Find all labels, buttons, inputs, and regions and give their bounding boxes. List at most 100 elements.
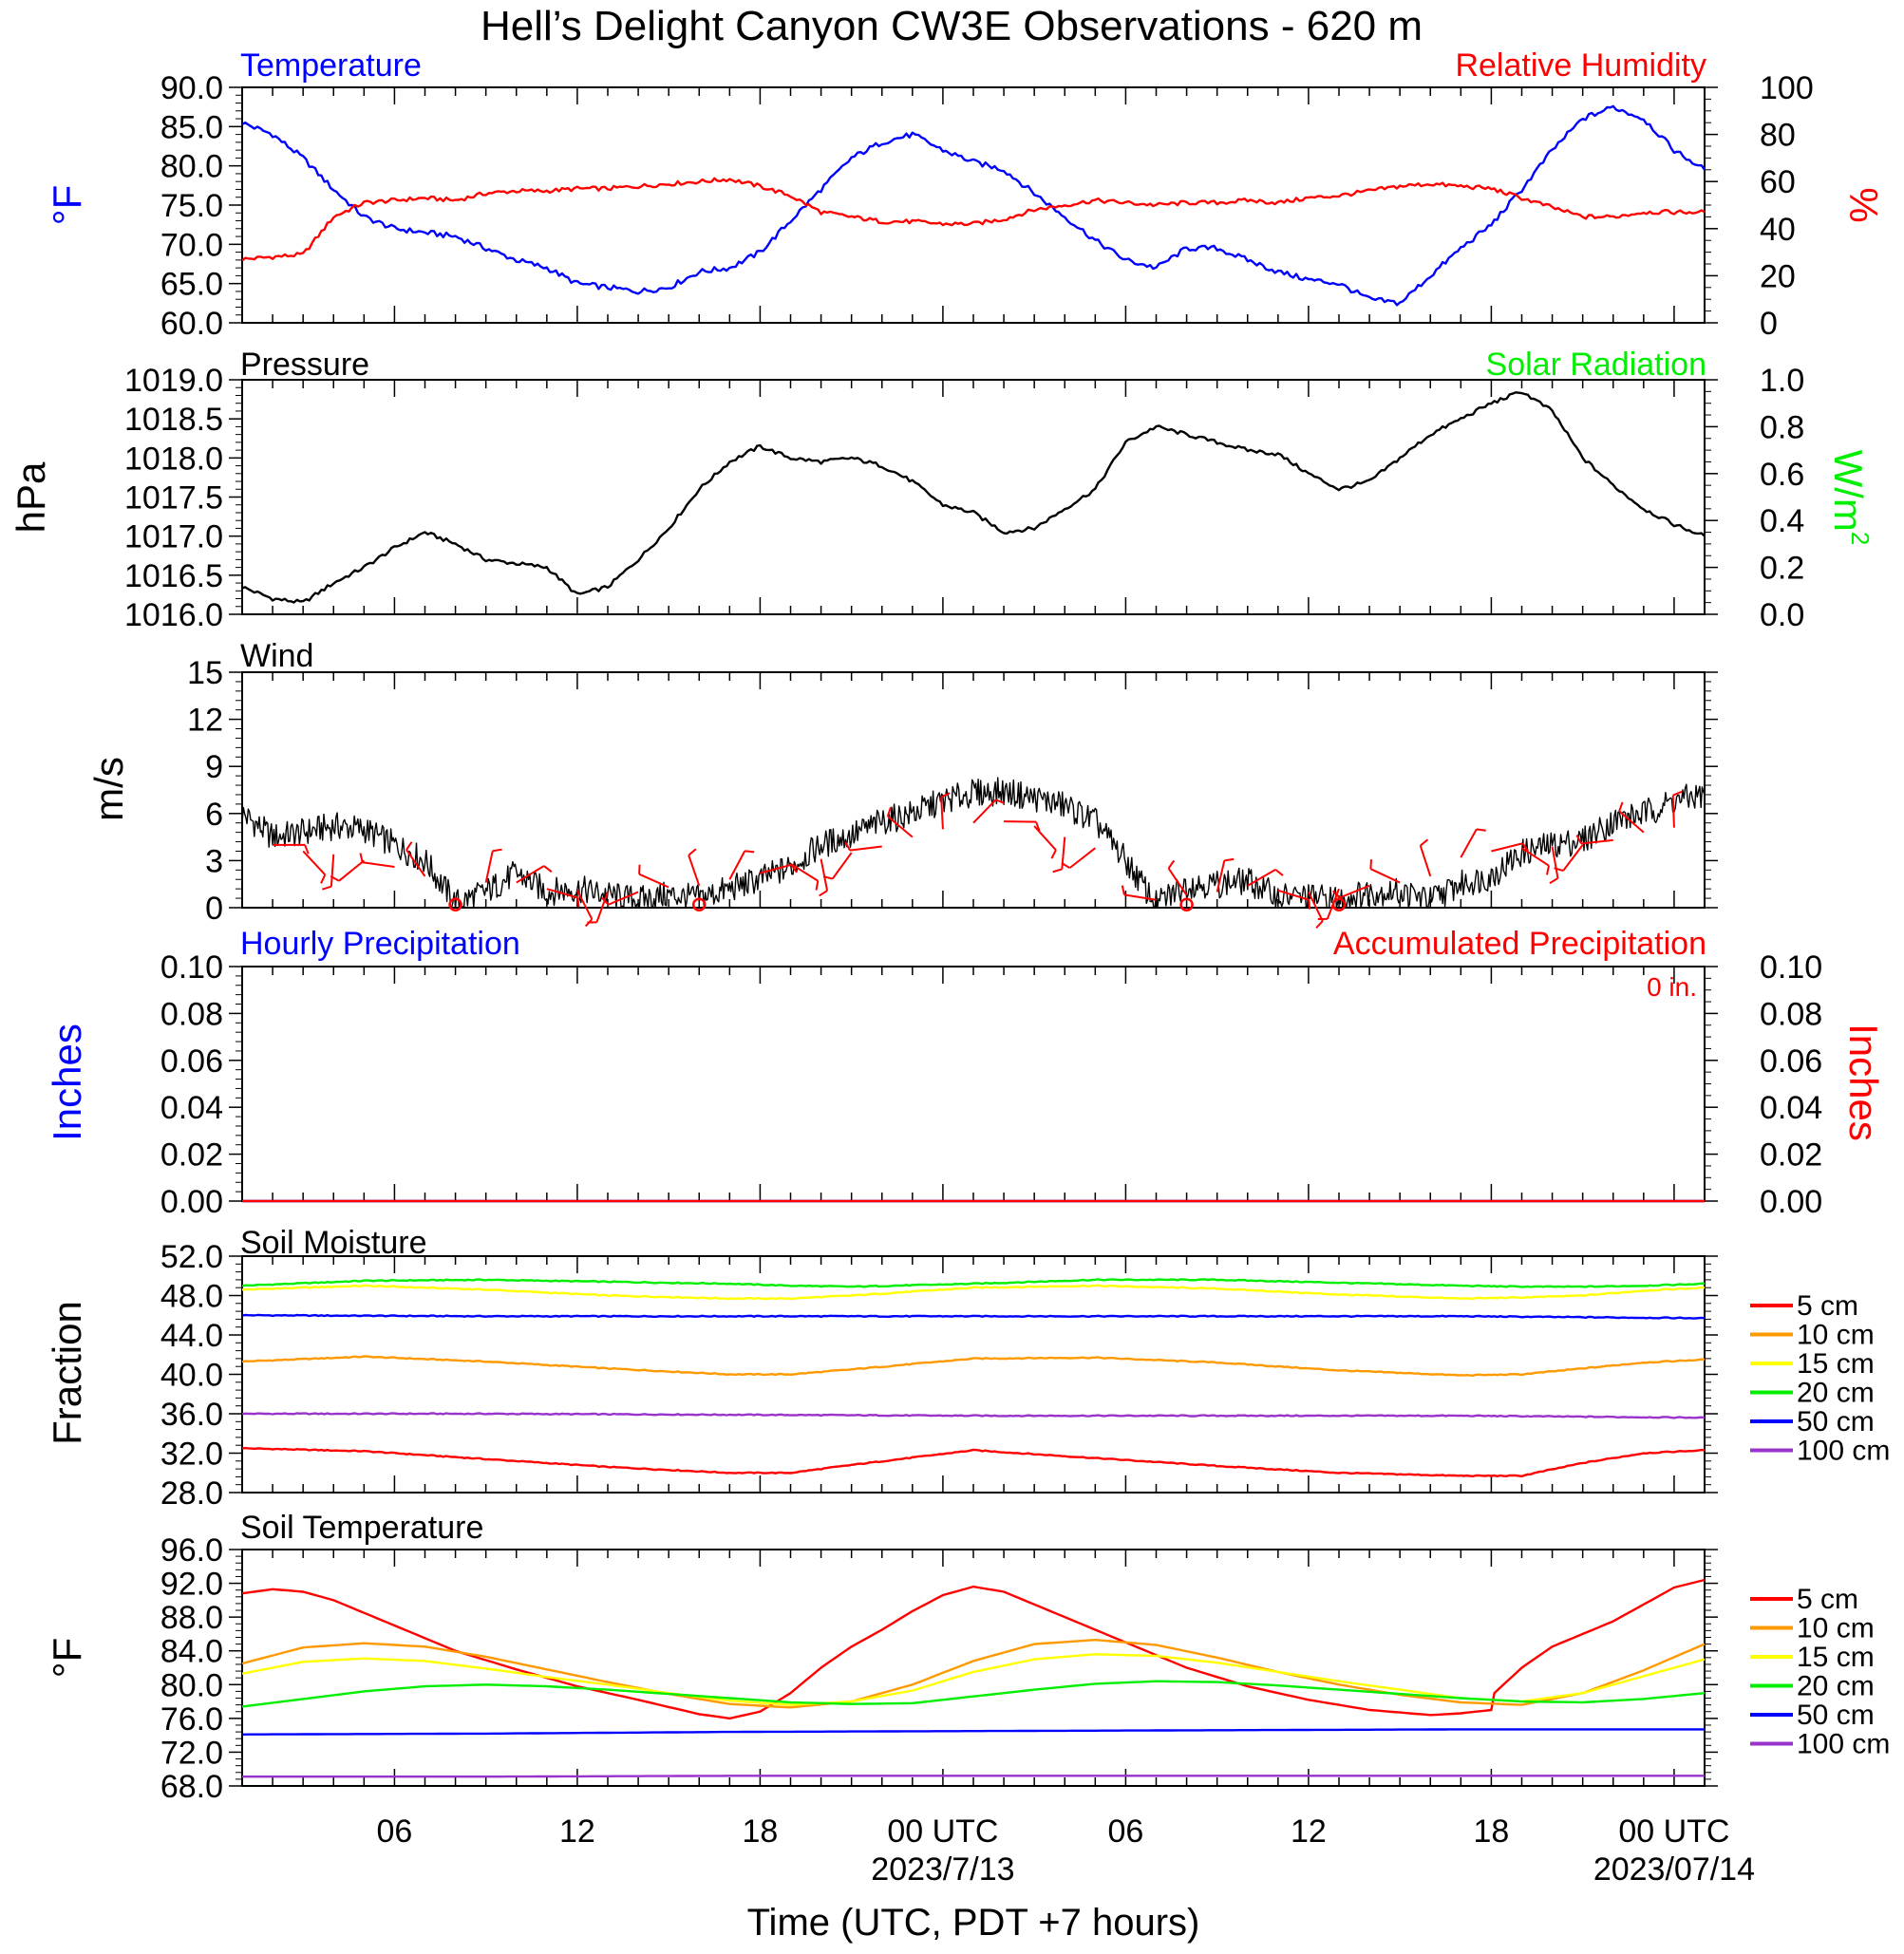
wind-barb-flag	[543, 865, 553, 873]
wind-barb-flag	[1521, 842, 1529, 852]
wind-barb-flag	[576, 897, 580, 908]
pressure-right-y-tick-label: 1.0	[1760, 363, 1804, 399]
wind-barb	[1033, 825, 1057, 851]
pressure-y-tick-label: 1018.5	[124, 402, 223, 438]
soil_moisture-y-tick-label: 40.0	[160, 1358, 223, 1394]
wind-barb	[820, 858, 829, 892]
wind-barb-flag	[320, 874, 327, 884]
temp_rh-y-tick-label: 85.0	[160, 109, 223, 145]
wind-barb	[638, 873, 669, 889]
precip-y-tick-label: 0.04	[160, 1090, 223, 1126]
soil-moisture-50-cm-line	[241, 1313, 1706, 1320]
pressure-y-tick-label: 1016.0	[124, 597, 223, 633]
temp_rh-y-tick-label: 60.0	[160, 306, 223, 342]
temp-rh-relative-humidity-line	[241, 177, 1706, 262]
pressure-right-y-tick-label: 0.4	[1760, 503, 1804, 539]
wind-barb-flag	[601, 896, 610, 906]
soil-temperature-axis-label: °F	[45, 1638, 89, 1678]
soil_temperature-y-tick-label: 68.0	[160, 1769, 223, 1805]
wind-barb-flag	[405, 841, 413, 851]
wind-barb	[338, 859, 365, 882]
wind-barb-flag	[1549, 877, 1559, 885]
precipitation-panel: Hourly Precipitation Accumulated Precipi…	[45, 926, 1886, 1220]
wind-y-tick-label: 12	[187, 703, 223, 739]
wind-barb	[688, 855, 701, 887]
wind-barb	[484, 851, 494, 883]
figure-title: Hell’s Delight Canyon CW3E Observations …	[481, 3, 1423, 49]
solar-axis-unit: W/m	[1826, 450, 1871, 532]
temp_rh-y-tick-label: 90.0	[160, 70, 223, 106]
wind-barb	[362, 861, 395, 869]
precip-y-tick-label: 0.02	[160, 1137, 223, 1174]
pressure-y-tick-label: 1017.0	[124, 519, 223, 555]
wind-barb	[1167, 868, 1188, 896]
wind-barb-flag	[822, 875, 833, 880]
wind-barb-flag	[304, 844, 310, 855]
soil_temperature-plot-frame	[241, 1549, 1706, 1787]
solar-radiation-title: Solar Radiation	[1486, 347, 1706, 383]
wind-barb-flag	[359, 853, 364, 863]
x-tick-label: 06	[377, 1813, 413, 1850]
wind-barb	[1247, 868, 1276, 887]
legend-label-50-cm: 50 cm	[1797, 1700, 1875, 1731]
wind-barb	[1339, 884, 1370, 899]
soil_temperature-y-tick-label: 76.0	[160, 1701, 223, 1738]
wind-barb-flag	[1274, 869, 1284, 876]
temp_rh-plot-frame	[241, 86, 1706, 324]
precip-right-y-tick-label: 0.04	[1760, 1090, 1822, 1126]
wind-barb-flag	[1331, 890, 1341, 899]
wind-barb	[760, 863, 792, 874]
wind-barb	[1562, 844, 1584, 872]
hourly-precip-axis-label: Inches	[45, 1024, 89, 1141]
x-tick-label: 12	[559, 1813, 595, 1850]
wind-barb	[302, 850, 327, 876]
humidity-axis-label: %	[1841, 187, 1886, 222]
legend-label-15-cm: 15 cm	[1797, 1642, 1875, 1673]
wind-barb	[1123, 893, 1157, 901]
soil-temperature-5-cm-line	[241, 1578, 1706, 1720]
soil_temperature-y-tick-label: 96.0	[160, 1532, 223, 1569]
precip-y-tick-label: 0.06	[160, 1043, 223, 1080]
soil_temperature-y-tick-label: 84.0	[160, 1634, 223, 1670]
solar-axis-label: W/m2	[1826, 450, 1875, 546]
wind-y-tick-label: 9	[205, 749, 223, 785]
soil-moisture-5-cm-line	[241, 1446, 1706, 1478]
wind-barb-flag	[1050, 849, 1057, 859]
precip-plot-frame	[241, 966, 1706, 1202]
x-date-label: 2023/07/14	[1593, 1851, 1755, 1888]
wind-barb-flag	[844, 841, 851, 852]
x-date-label: 2023/7/13	[871, 1851, 1014, 1888]
precip-right-y-tick-label: 0.10	[1760, 949, 1822, 986]
wind-barb	[1004, 820, 1037, 823]
legend-label-5-cm: 5 cm	[1797, 1290, 1858, 1322]
wind-barb-flag	[1315, 920, 1324, 930]
wind-barb	[1671, 795, 1675, 828]
wind-barb	[887, 815, 914, 838]
soil-moisture-axis-label: Fraction	[45, 1301, 89, 1445]
wind-barb-flag	[322, 885, 332, 891]
wind-barb	[972, 799, 997, 824]
legend-label-10-cm: 10 cm	[1797, 1320, 1875, 1351]
temp_rh-right-y-tick-label: 40	[1760, 212, 1796, 248]
wind-barb-flag	[1554, 867, 1564, 872]
wind-barb	[1277, 889, 1310, 901]
wind-barb	[940, 797, 944, 830]
precip-right-y-tick-label: 0.06	[1760, 1043, 1822, 1080]
wind-barb	[1580, 838, 1613, 845]
accum-precip-total: 0 in.	[1647, 972, 1697, 1002]
wind-barb-flag	[1575, 835, 1582, 844]
temp_rh-right-y-tick-label: 60	[1760, 164, 1796, 200]
wind-barb	[516, 865, 545, 884]
x-tick-label: 18	[1474, 1813, 1510, 1850]
pressure-title: Pressure	[240, 347, 369, 383]
wind-barb-flag	[1308, 899, 1311, 910]
calm-wind-marker	[1179, 897, 1194, 911]
wind-barb	[1520, 847, 1550, 867]
wind-y-tick-label: 3	[205, 843, 223, 879]
wind-barb	[546, 888, 578, 899]
wind-barb-flag	[790, 864, 798, 874]
soil_moisture-y-tick-label: 52.0	[160, 1239, 223, 1275]
legend-label-20-cm: 20 cm	[1797, 1378, 1875, 1409]
